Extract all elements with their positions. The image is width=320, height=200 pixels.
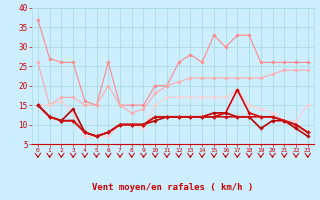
Text: Vent moyen/en rafales ( km/h ): Vent moyen/en rafales ( km/h )	[92, 183, 253, 192]
